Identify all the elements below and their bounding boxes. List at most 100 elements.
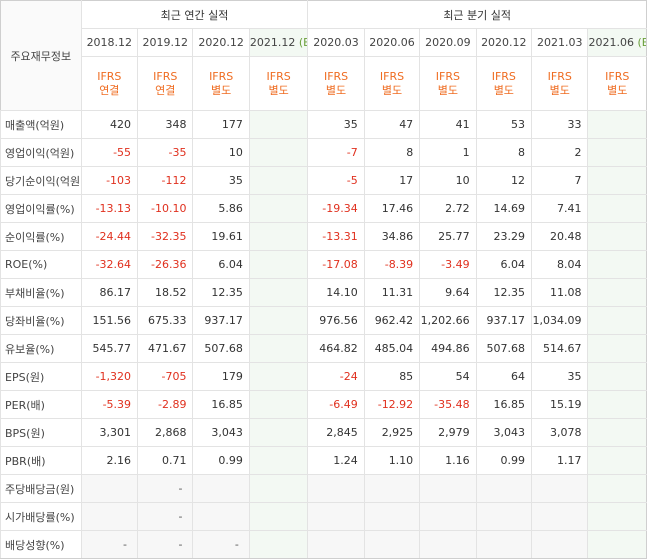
value-cell: 507.68 xyxy=(192,334,250,363)
value-cell xyxy=(587,362,647,391)
value-cell: 1.10 xyxy=(363,446,421,475)
table-row: 부채비율(%) 86.17 18.52 12.35 14.10 11.31 9.64 12.3… xyxy=(0,278,647,307)
value-cell xyxy=(587,418,647,447)
corner-header: 주요재무정보 xyxy=(0,0,82,111)
value-cell xyxy=(475,502,533,531)
value-cell: 0.71 xyxy=(137,446,194,475)
value-cell xyxy=(248,194,309,223)
value-cell: 937.17 xyxy=(192,306,250,335)
value-cell xyxy=(248,418,309,447)
period-header: 2019.12 xyxy=(137,28,194,57)
value-cell: - xyxy=(192,530,250,559)
value-cell: -7 xyxy=(307,138,365,167)
value-cell: 177 xyxy=(192,110,250,139)
value-cell: 35 xyxy=(192,166,250,195)
value-cell: 23.29 xyxy=(475,222,533,251)
value-cell xyxy=(192,474,250,503)
value-cell: 9.64 xyxy=(419,278,477,307)
value-cell: -55 xyxy=(80,138,139,167)
table-row: 영업이익률(%) -13.13 -10.10 5.86 -19.34 17.46 2.72 1… xyxy=(0,194,647,223)
value-cell: 10 xyxy=(419,166,477,195)
value-cell: 12.35 xyxy=(192,278,250,307)
value-cell: 2,845 xyxy=(307,418,365,447)
period-header: 2018.12 xyxy=(80,28,139,57)
table-row: 유보율(%) 545.77 471.67 507.68 464.82 485.04 494.… xyxy=(0,334,647,363)
period-header: 2020.03 xyxy=(307,28,365,57)
annual-header: 최근 연간 실적 xyxy=(80,0,309,29)
value-cell: 151.56 xyxy=(80,306,139,335)
value-cell xyxy=(587,390,647,419)
value-cell xyxy=(587,278,647,307)
value-cell: 64 xyxy=(475,362,533,391)
value-cell: 8 xyxy=(475,138,533,167)
value-cell: 514.67 xyxy=(531,334,589,363)
value-cell: 937.17 xyxy=(475,306,533,335)
table-row: ROE(%) -32.64 -26.36 6.04 -17.08 -8.39 -3.49 6.… xyxy=(0,250,647,279)
value-cell: 471.67 xyxy=(137,334,194,363)
value-cell: 179 xyxy=(192,362,250,391)
value-cell: -24 xyxy=(307,362,365,391)
table-row: 시가배당률(%) - xyxy=(0,502,647,531)
row-label: 부채비율(%) xyxy=(0,278,82,307)
value-cell: 35 xyxy=(307,110,365,139)
value-cell: -32.35 xyxy=(137,222,194,251)
accounting-standard: IFRS 별도 xyxy=(307,56,365,111)
accounting-standard: IFRS 별도 xyxy=(587,56,647,111)
value-cell: -5.39 xyxy=(80,390,139,419)
value-cell: -1,320 xyxy=(80,362,139,391)
value-cell xyxy=(587,250,647,279)
value-cell: -35.48 xyxy=(419,390,477,419)
value-cell xyxy=(248,278,309,307)
value-cell: 3,043 xyxy=(192,418,250,447)
accounting-standard: IFRS 별도 xyxy=(419,56,477,111)
value-cell: 976.56 xyxy=(307,306,365,335)
value-cell: -10.10 xyxy=(137,194,194,223)
value-cell: -2.89 xyxy=(137,390,194,419)
value-cell: 16.85 xyxy=(475,390,533,419)
table-row: 당좌비율(%) 151.56 675.33 937.17 976.56 962.42 1,2… xyxy=(0,306,647,335)
value-cell xyxy=(80,474,139,503)
value-cell xyxy=(587,222,647,251)
period-header: 2021.12 (E) xyxy=(248,28,309,57)
value-cell: 53 xyxy=(475,110,533,139)
value-cell xyxy=(248,530,309,559)
value-cell: 1.16 xyxy=(419,446,477,475)
value-cell xyxy=(248,390,309,419)
value-cell: 14.10 xyxy=(307,278,365,307)
value-cell: -26.36 xyxy=(137,250,194,279)
value-cell xyxy=(475,530,533,559)
value-cell xyxy=(419,530,477,559)
value-cell: 2,979 xyxy=(419,418,477,447)
value-cell xyxy=(475,474,533,503)
period-header: 2021.03 xyxy=(531,28,589,57)
row-label: 주당배당금(원) xyxy=(0,474,82,503)
row-label: 유보율(%) xyxy=(0,334,82,363)
accounting-standard: IFRS 연결 xyxy=(137,56,194,111)
value-cell: 85 xyxy=(363,362,421,391)
value-cell: 1,034.09 xyxy=(531,306,589,335)
value-cell: 348 xyxy=(137,110,194,139)
value-cell: 6.04 xyxy=(192,250,250,279)
row-label: 영업이익률(%) xyxy=(0,194,82,223)
value-cell: 14.69 xyxy=(475,194,533,223)
value-cell: 2,868 xyxy=(137,418,194,447)
row-label: 당좌비율(%) xyxy=(0,306,82,335)
table-row: 주당배당금(원) - xyxy=(0,474,647,503)
value-cell xyxy=(587,446,647,475)
value-cell: 17.46 xyxy=(363,194,421,223)
value-cell xyxy=(531,502,589,531)
value-cell: -17.08 xyxy=(307,250,365,279)
value-cell: 1,202.66 xyxy=(419,306,477,335)
value-cell xyxy=(587,194,647,223)
value-cell: 420 xyxy=(80,110,139,139)
value-cell: 675.33 xyxy=(137,306,194,335)
value-cell: 7.41 xyxy=(531,194,589,223)
table-row: 배당성향(%) - - - xyxy=(0,530,647,559)
estimate-mark: (E) xyxy=(298,36,307,49)
accounting-standard: IFRS 연결 xyxy=(80,56,139,111)
row-label: 순이익률(%) xyxy=(0,222,82,251)
value-cell xyxy=(587,474,647,503)
table-row: 순이익률(%) -24.44 -32.35 19.61 -13.31 34.86 25.77… xyxy=(0,222,647,251)
value-cell: -19.34 xyxy=(307,194,365,223)
value-cell xyxy=(248,250,309,279)
